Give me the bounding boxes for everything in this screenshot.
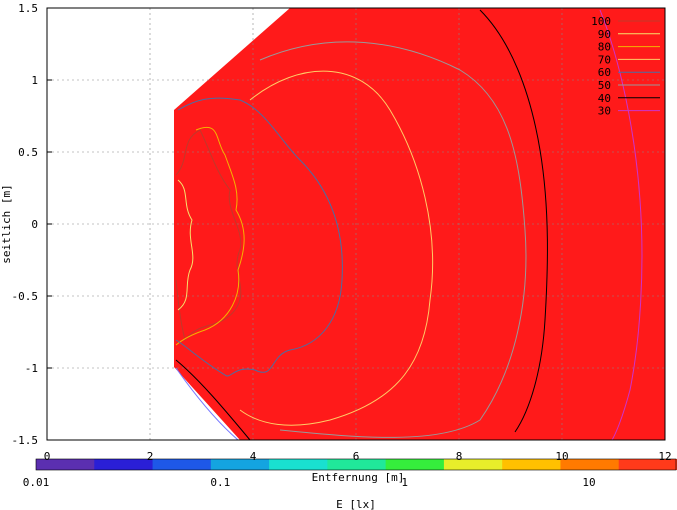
colorbar-segment xyxy=(94,459,154,470)
contour-lines xyxy=(175,9,643,441)
y-tick-label: 0 xyxy=(31,218,38,231)
colorbar-segment xyxy=(560,459,620,470)
colorbar-ticks: 0.01 0.1 1 10 xyxy=(23,476,596,489)
x-tick-label: 6 xyxy=(353,450,360,463)
contour-50 xyxy=(259,41,527,438)
contour-100 xyxy=(175,129,242,342)
contour-40-lower xyxy=(175,359,251,441)
legend-label: 50 xyxy=(598,79,611,92)
colorbar-segment xyxy=(385,459,445,470)
contour-30-lower xyxy=(175,367,239,441)
legend-label: 60 xyxy=(598,66,611,79)
y-tick-label: -1 xyxy=(25,362,38,375)
legend-label: 30 xyxy=(598,105,611,118)
x-tick-label: 10 xyxy=(555,450,568,463)
y-tick-label: 1 xyxy=(31,74,38,87)
contour-80 xyxy=(175,126,245,346)
colorbar-tick-label: 0.01 xyxy=(23,476,50,489)
legend-label: 100 xyxy=(591,15,611,28)
contour-70 xyxy=(239,70,434,426)
x-axis-label: Entfernung [m] xyxy=(312,471,405,484)
heatmap-fill-region xyxy=(174,8,665,440)
y-tick-label: 0.5 xyxy=(18,146,38,159)
contour-30 xyxy=(599,9,643,441)
colorbar-tick-label: 10 xyxy=(582,476,595,489)
legend-label: 80 xyxy=(598,41,611,54)
colorbar-segment xyxy=(152,459,212,470)
colorbar-frame xyxy=(35,458,677,471)
x-tick-label: 0 xyxy=(44,450,51,463)
y-axis-label: seitlich [m] xyxy=(0,184,13,263)
plot-area xyxy=(46,7,666,441)
colorbar-tick-label: 0.1 xyxy=(210,476,230,489)
colorbar xyxy=(35,458,677,471)
grid xyxy=(47,8,665,440)
x-axis-ticks: 0 2 4 6 8 10 12 xyxy=(44,450,672,463)
legend-label: 70 xyxy=(598,53,611,66)
contour-60 xyxy=(175,97,343,377)
y-tick-label: 1.5 xyxy=(18,2,38,15)
colorbar-segment xyxy=(618,459,677,470)
y-axis-ticks: 1.5 1 0.5 0 -0.5 -1 -1.5 xyxy=(12,2,52,447)
y-tick-label: -1.5 xyxy=(12,434,39,447)
x-tick-label: 2 xyxy=(147,450,154,463)
legend-label: 40 xyxy=(598,92,611,105)
colorbar-segment xyxy=(502,459,561,470)
x-tick-label: 4 xyxy=(250,450,257,463)
colorbar-label: E [lx] xyxy=(336,498,376,510)
colorbar-segment xyxy=(327,459,387,470)
colorbar-segment xyxy=(443,459,503,470)
x-tick-label: 12 xyxy=(658,450,671,463)
legend-label: 90 xyxy=(598,28,611,41)
contour-90 xyxy=(177,179,194,311)
colorbar-tick-label: 1 xyxy=(401,476,408,489)
y-tick-label: -0.5 xyxy=(12,290,39,303)
colorbar-segment xyxy=(210,459,270,470)
x-tick-label: 8 xyxy=(456,450,463,463)
colorbar-segment xyxy=(36,459,95,470)
contour-40 xyxy=(479,9,548,433)
colorbar-segment xyxy=(269,459,328,470)
